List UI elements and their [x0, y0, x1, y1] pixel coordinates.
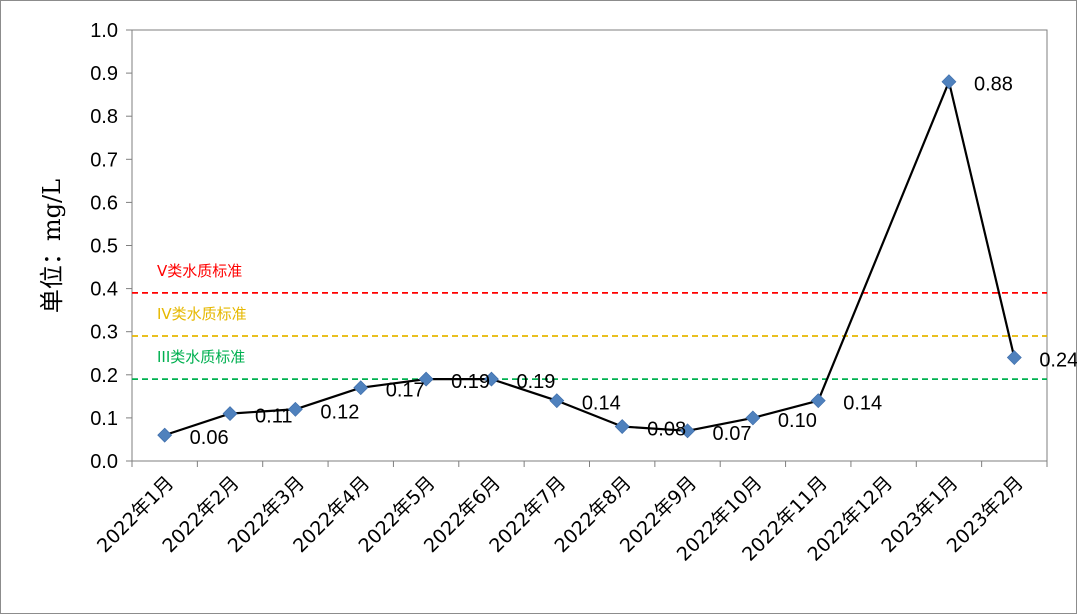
y-tick-label: 0.0 [90, 451, 118, 473]
data-point-marker [157, 427, 173, 443]
y-tick-label: 0.8 [90, 106, 118, 128]
data-label: 0.19 [516, 371, 555, 393]
y-tick-label: 0.3 [90, 322, 118, 344]
data-point-marker [810, 393, 826, 409]
data-point-marker [614, 419, 630, 434]
y-tick-label: 0.4 [90, 279, 118, 301]
data-label: 0.24 [1039, 350, 1077, 372]
data-label: 0.14 [582, 393, 621, 415]
data-point-marker [745, 410, 761, 426]
data-label: 0.06 [190, 427, 229, 449]
y-tick-label: 0.5 [90, 236, 118, 258]
data-point-marker [941, 74, 957, 90]
data-label: 0.10 [778, 410, 817, 432]
y-tick-label: 0.6 [90, 192, 118, 214]
y-tick-label: 0.9 [90, 63, 118, 85]
data-point-marker [287, 401, 303, 417]
reference-line-label: IV类水质标准 [157, 305, 247, 323]
y-tick-label: 0.7 [90, 149, 118, 171]
data-label: 0.08 [647, 419, 686, 441]
y-axis-label: 单位：mg/L [38, 179, 66, 313]
data-point-marker [549, 393, 565, 409]
data-label: 0.07 [713, 423, 752, 445]
y-tick-label: 0.1 [90, 408, 118, 430]
y-tick-label: 1.0 [90, 20, 118, 42]
data-label: 0.17 [386, 380, 425, 402]
data-point-marker [484, 371, 499, 387]
data-point-marker [1006, 350, 1022, 365]
data-label: 0.19 [451, 371, 490, 393]
data-label: 0.12 [320, 401, 359, 423]
data-label: 0.14 [843, 393, 882, 415]
data-point-marker [353, 380, 369, 396]
data-point-marker [680, 423, 695, 439]
reference-line-label: III类水质标准 [157, 348, 245, 366]
data-label: 0.88 [974, 74, 1013, 96]
y-tick-label: 0.2 [90, 365, 118, 387]
reference-line-label: V类水质标准 [157, 262, 242, 280]
series-line [164, 80, 1016, 437]
data-point-marker [418, 371, 434, 387]
data-label: 0.11 [255, 406, 292, 428]
data-point-marker [222, 406, 238, 422]
